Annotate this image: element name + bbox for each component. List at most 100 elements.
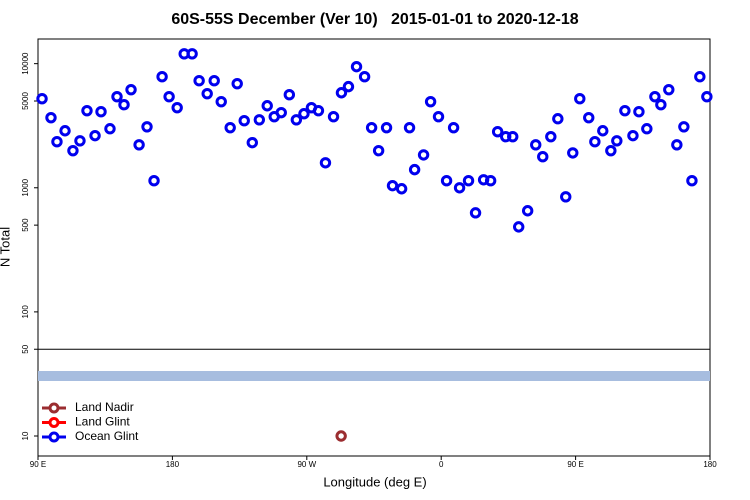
point: [208, 74, 220, 87]
point: [701, 90, 713, 103]
point: [453, 182, 466, 194]
legend-marker: [48, 431, 60, 443]
point: [537, 150, 549, 163]
x-tick-label: 0: [439, 460, 444, 469]
x-tick-label: 90 E: [567, 460, 583, 469]
point: [335, 87, 348, 99]
x-axis-label: Longitude (deg E): [323, 474, 426, 489]
point: [417, 149, 430, 161]
point: [261, 100, 273, 112]
legend-label: Land Nadir: [75, 400, 134, 414]
point: [156, 71, 168, 83]
y-tick-label: 1000: [21, 178, 30, 196]
point: [560, 191, 572, 203]
legend-label: Land Glint: [75, 415, 130, 429]
point: [163, 90, 175, 103]
y-tick-label: 5000: [21, 92, 30, 110]
point: [552, 113, 564, 125]
point: [491, 125, 504, 138]
point: [513, 221, 525, 233]
y-tick-label: 500: [21, 218, 30, 232]
point: [545, 130, 557, 143]
y-tick-label: 50: [21, 344, 30, 353]
point: [186, 48, 198, 60]
point: [589, 136, 601, 148]
point: [380, 121, 393, 134]
point: [342, 80, 355, 93]
point: [395, 183, 408, 195]
point: [655, 98, 667, 111]
point: [224, 121, 236, 134]
point: [671, 139, 683, 151]
point: [574, 92, 586, 105]
point: [403, 121, 416, 134]
point: [104, 123, 116, 135]
point: [275, 106, 287, 119]
point: [36, 92, 48, 105]
point: [432, 110, 445, 123]
point: [298, 108, 310, 120]
plot-frame: [37, 38, 711, 457]
point: [95, 106, 107, 118]
point: [231, 77, 243, 90]
point: [59, 125, 71, 137]
point: [81, 104, 93, 117]
x-tick-label: 90 E: [30, 460, 46, 469]
y-tick-label: 100: [21, 305, 30, 319]
point: [335, 430, 347, 442]
point: [312, 104, 325, 117]
x-tick-label: 180: [166, 460, 180, 469]
point: [694, 71, 706, 83]
point: [171, 101, 183, 114]
y-tick-label: 10000: [21, 52, 30, 75]
point: [627, 129, 639, 142]
point: [319, 157, 332, 169]
band: [38, 371, 710, 381]
point: [74, 135, 86, 147]
point: [89, 129, 101, 142]
point: [641, 123, 653, 135]
point: [408, 163, 421, 176]
point: [663, 83, 675, 96]
point: [51, 136, 63, 148]
legend-marker: [48, 417, 60, 428]
point: [253, 114, 266, 126]
point: [440, 175, 453, 187]
legend-label: Ocean Glint: [75, 429, 139, 443]
y-axis-label: N Total: [0, 227, 12, 267]
point: [605, 144, 617, 157]
point: [133, 139, 145, 151]
point: [678, 121, 690, 133]
point: [350, 60, 363, 73]
point: [619, 104, 631, 117]
point: [649, 90, 661, 103]
point: [283, 89, 296, 101]
point: [469, 207, 482, 219]
point: [111, 90, 123, 103]
point: [507, 130, 519, 143]
point: [597, 125, 609, 137]
point: [530, 139, 542, 151]
legend-marker: [48, 402, 60, 414]
point: [358, 71, 371, 83]
point: [193, 74, 205, 87]
point: [567, 147, 579, 159]
point: [365, 121, 378, 134]
point: [583, 111, 595, 124]
x-tick-label: 90 W: [297, 460, 316, 469]
point: [246, 136, 258, 149]
point: [372, 144, 385, 157]
x-tick-label: 180: [703, 460, 717, 469]
point: [386, 179, 399, 192]
point: [462, 175, 475, 187]
point: [45, 111, 57, 124]
point: [611, 135, 623, 147]
point: [215, 95, 227, 108]
point: [447, 121, 460, 134]
chart-title: 60S-55S December (Ver 10) 2015-01-01 to …: [171, 11, 578, 28]
point: [290, 114, 303, 126]
point: [686, 175, 698, 187]
point: [141, 121, 153, 133]
